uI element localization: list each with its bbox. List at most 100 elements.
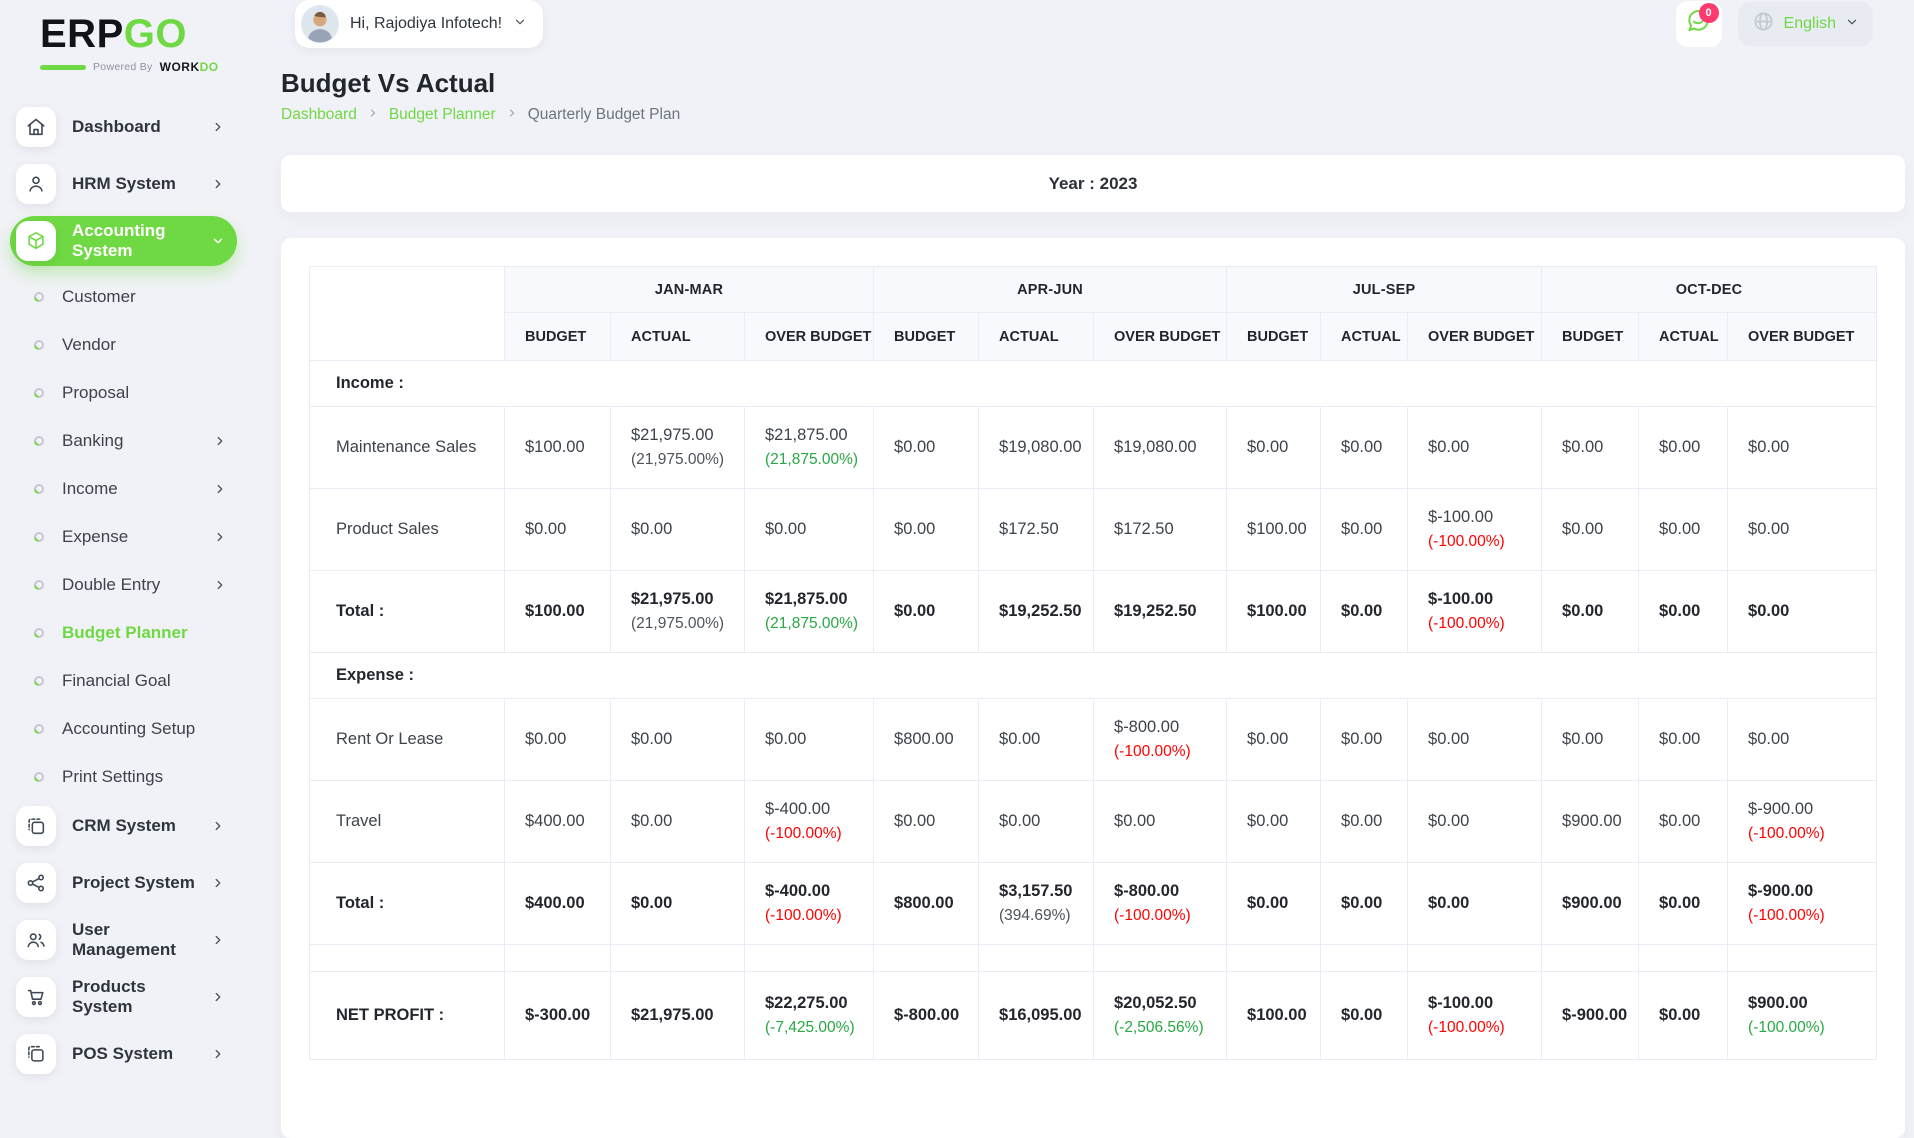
- cell-value: $0.00: [1659, 1005, 1701, 1024]
- sidebar-item-double-entry[interactable]: Double Entry: [10, 561, 227, 609]
- cell-value: $0.00: [1428, 811, 1470, 830]
- cell-value: $0.00: [525, 729, 567, 748]
- cell-percent: (21,875.00%): [765, 615, 859, 633]
- cell-value: $0.00: [1659, 729, 1701, 748]
- chevron-right-icon: [213, 578, 227, 592]
- chevron-right-icon: [211, 177, 225, 191]
- row-label: Product Sales: [309, 488, 505, 571]
- value-cell: $0.00: [1541, 406, 1640, 489]
- chevron-down-icon: [1845, 15, 1859, 34]
- sidebar-item-user-management[interactable]: User Management: [10, 915, 237, 965]
- sidebar-item-label: Vendor: [62, 335, 116, 354]
- value-cell: $-900.00 (-100.00%): [1727, 862, 1878, 945]
- value-cell: $-400.00 (-100.00%): [743, 780, 875, 863]
- breadcrumb-item-budget-planner[interactable]: Budget Planner: [388, 106, 496, 123]
- value-cell: $21,975.00: [610, 971, 745, 1060]
- sidebar-item-expense[interactable]: Expense: [10, 513, 227, 561]
- value-cell: $0.00: [1638, 406, 1729, 489]
- bullet-icon: [33, 531, 45, 543]
- breadcrumb-item-quarterly-budget-plan: Quarterly Budget Plan: [527, 106, 681, 123]
- cell-percent: (-100.00%): [1114, 743, 1191, 761]
- cell-value: $400.00: [525, 893, 585, 912]
- share-icon: [16, 863, 56, 903]
- cell-value: $0.00: [631, 729, 673, 748]
- powered-by-text: Powered By: [93, 61, 153, 73]
- sidebar-item-accounting-system[interactable]: Accounting System: [10, 216, 237, 266]
- cell-value: $0.00: [1659, 811, 1701, 830]
- column-header: ACTUAL: [610, 312, 745, 361]
- column-header: ACTUAL: [978, 312, 1095, 361]
- sidebar-item-project-system[interactable]: Project System: [10, 858, 237, 908]
- cell-value: $0.00: [1247, 729, 1289, 748]
- sidebar-item-label: CRM System: [72, 816, 176, 835]
- bullet-icon: [33, 771, 45, 783]
- cell-value: $800.00: [894, 729, 954, 748]
- value-cell: $0.00: [873, 488, 980, 571]
- cell-value: $900.00: [1748, 994, 1808, 1013]
- sidebar-item-customer[interactable]: Customer: [10, 273, 227, 321]
- cell-percent: (-100.00%): [1748, 1019, 1825, 1037]
- value-cell: $0.00: [1407, 406, 1543, 489]
- notifications-button[interactable]: 0: [1675, 1, 1722, 47]
- bullet-icon: [33, 675, 45, 687]
- sidebar-item-label: Banking: [62, 431, 124, 450]
- language-selector[interactable]: English: [1737, 2, 1874, 46]
- sidebar-item-label: Project System: [72, 873, 195, 892]
- sidebar-item-income[interactable]: Income: [10, 465, 227, 513]
- workdo-brand: WORKDO: [159, 60, 219, 74]
- sub-header-row: BUDGET ACTUAL OVER BUDGET BUDGET ACTUAL OVER …: [310, 312, 1878, 361]
- cell-value: $400.00: [525, 811, 585, 830]
- sidebar-item-print-settings[interactable]: Print Settings: [10, 753, 227, 801]
- value-cell: $100.00: [1226, 971, 1322, 1060]
- value-cell: $0.00: [1320, 488, 1409, 571]
- logo-go: GO: [123, 12, 187, 56]
- cell-value: $3,157.50: [999, 882, 1073, 901]
- sidebar-item-vendor[interactable]: Vendor: [10, 321, 227, 369]
- value-cell: $-800.00: [873, 971, 980, 1060]
- sidebar-item-financial-goal[interactable]: Financial Goal: [10, 657, 227, 705]
- value-cell: $900.00: [1541, 862, 1640, 945]
- chevron-right-icon: [211, 819, 225, 833]
- sidebar-item-label: Double Entry: [62, 575, 161, 594]
- cell-value: $0.00: [999, 729, 1041, 748]
- sidebar-item-label: Expense: [62, 527, 129, 546]
- column-header: BUDGET: [1541, 312, 1640, 361]
- quarter-header: APR-JUN: [873, 266, 1228, 313]
- cell-value: $0.00: [525, 519, 567, 538]
- value-cell: $0.00: [504, 698, 611, 781]
- cell-value: $0.00: [999, 811, 1041, 830]
- sidebar-item-accounting-setup[interactable]: Accounting Setup: [10, 705, 227, 753]
- value-cell: $0.00: [1320, 698, 1409, 781]
- value-cell: $0.00: [610, 488, 745, 571]
- empty-cell: [504, 944, 611, 972]
- sidebar-item-proposal[interactable]: Proposal: [10, 369, 227, 417]
- sidebar-item-crm-system[interactable]: CRM System: [10, 801, 237, 851]
- avatar: [301, 5, 339, 43]
- sidebar-item-products-system[interactable]: Products System: [10, 972, 237, 1022]
- app-logo[interactable]: ERPGO Powered By WORKDO: [0, 14, 245, 76]
- bullet-icon: [33, 339, 45, 351]
- cell-value: $0.00: [1341, 519, 1383, 538]
- value-cell: $800.00: [873, 698, 980, 781]
- sidebar-item-banking[interactable]: Banking: [10, 417, 227, 465]
- sidebar-item-pos-system[interactable]: POS System: [10, 1029, 237, 1079]
- home-icon: [16, 107, 56, 147]
- value-cell: $-100.00 (-100.00%): [1407, 570, 1543, 653]
- sidebar-item-dashboard[interactable]: Dashboard: [10, 102, 237, 152]
- sidebar-item-hrm-system[interactable]: HRM System: [10, 159, 237, 209]
- table-row: Rent Or Lease $0.00 $0.00 $0.00 $800.00 $0.0…: [309, 698, 1878, 781]
- cell-percent: (21,975.00%): [631, 615, 725, 633]
- user-menu-button[interactable]: Hi, Rajodiya Infotech!: [295, 0, 544, 48]
- value-cell: $0.00: [978, 698, 1095, 781]
- sidebar-item-budget-planner[interactable]: Budget Planner: [10, 609, 227, 657]
- chevron-right-icon: [211, 876, 225, 890]
- chevron-right-icon: [213, 530, 227, 544]
- value-cell: $21,975.00 (21,975.00%): [610, 406, 745, 489]
- cell-value: $800.00: [894, 893, 954, 912]
- language-label: English: [1783, 15, 1837, 32]
- breadcrumb-item-dashboard[interactable]: Dashboard: [281, 106, 357, 123]
- cell-value: $100.00: [1247, 1005, 1307, 1024]
- value-cell: $-800.00 (-100.00%): [1093, 698, 1228, 781]
- cell-value: $0.00: [1341, 811, 1383, 830]
- value-cell: $21,875.00 (21,875.00%): [743, 570, 875, 653]
